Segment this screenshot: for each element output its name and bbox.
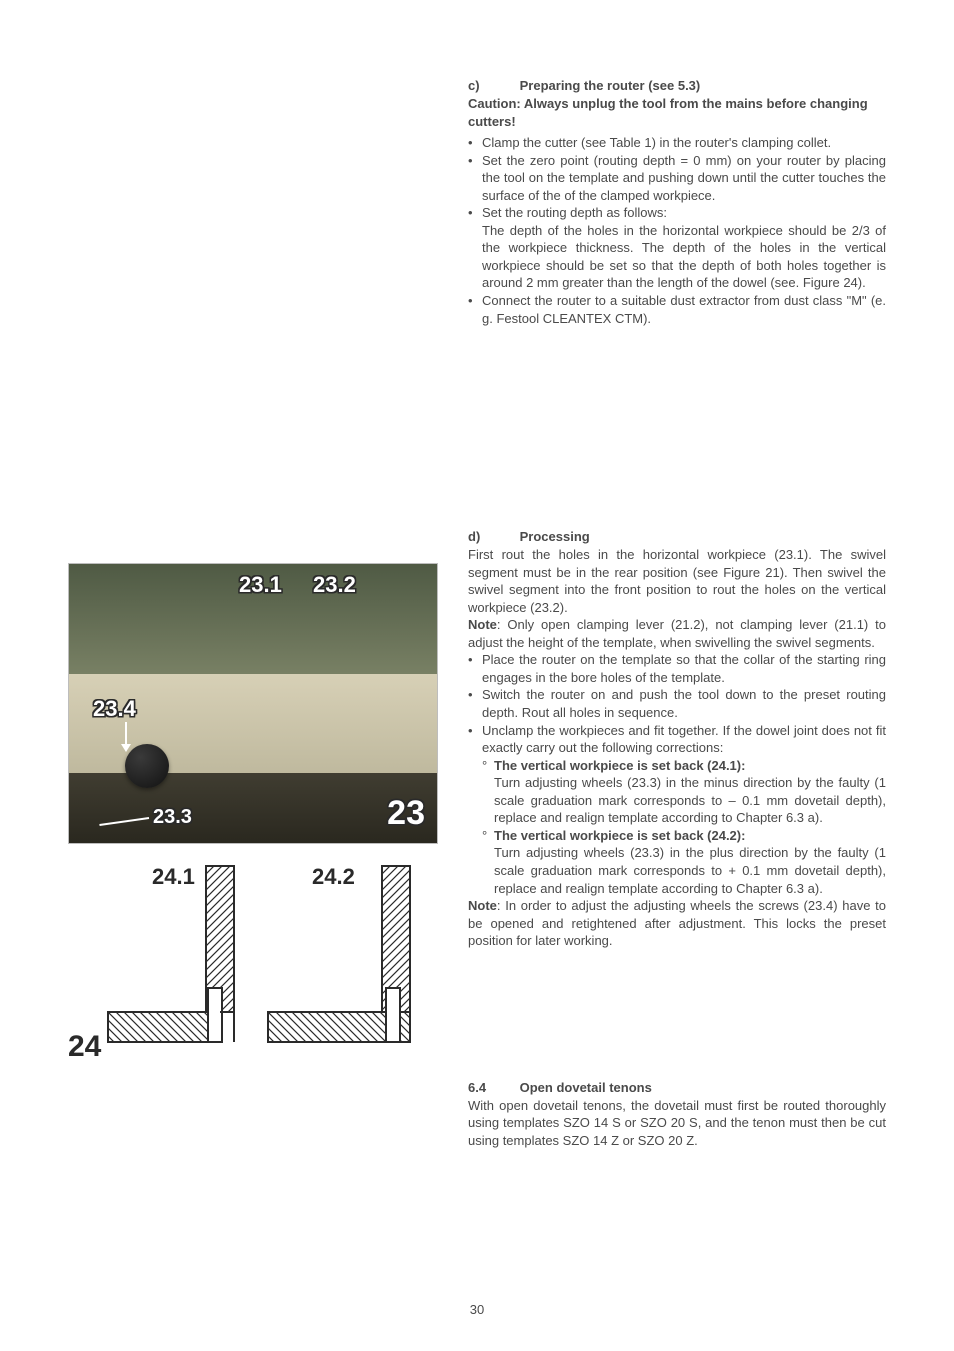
spacer-d-64 [468, 950, 886, 1080]
section-d-note-2: Note: In order to adjust the adjusting w… [468, 897, 886, 950]
figure-24-svg [68, 860, 438, 1068]
right-column: c) Preparing the router (see 5.3) Cautio… [468, 78, 886, 1149]
section-64-heading: 6.4 Open dovetail tenons [468, 1080, 886, 1095]
section-c-depth-note: The depth of the holes in the horizontal… [482, 222, 886, 292]
left-column: 23.1 23.2 23.4 23.3 23 [68, 78, 438, 1149]
section-c-bullets: Clamp the cutter (see Table 1) in the ro… [468, 134, 886, 327]
figure-24-panel-2 [268, 866, 410, 1042]
figure-23-label-main: 23 [387, 794, 425, 833]
section-d-bullet-2: Switch the router on and push the tool d… [468, 686, 886, 721]
figure-24-label-24-1: 24.1 [152, 864, 195, 890]
section-d-sub-a: The vertical workpiece is set back (24.1… [468, 757, 886, 775]
note-label-1: Note [468, 617, 497, 632]
section-c-caution: Caution: Always unplug the tool from the… [468, 95, 886, 130]
figure-24-panel-1 [108, 866, 234, 1042]
section-d-sub-b-body: Turn adjusting wheels (23.3) in the plus… [468, 844, 886, 897]
figure-23-arrow-234 [125, 722, 127, 750]
figure-23-bg-band [69, 773, 437, 843]
section-c-bullet-1: Clamp the cutter (see Table 1) in the ro… [468, 134, 886, 152]
figure-23-label-23-2: 23.2 [313, 572, 356, 598]
section-c-bullet-3-head: Set the routing depth as follows: [482, 205, 667, 220]
section-64-title: Open dovetail tenons [520, 1080, 652, 1095]
section-c-letter: c) [468, 78, 516, 93]
figure-24-diagram: 24.1 24.2 24 [68, 860, 438, 1068]
section-64-number: 6.4 [468, 1080, 516, 1095]
figure-23-label-23-1: 23.1 [239, 572, 282, 598]
figure-23-photo: 23.1 23.2 23.4 23.3 23 [68, 563, 438, 844]
section-64-body: With open dovetail tenons, the dovetail … [468, 1097, 886, 1150]
figure-23-knob [125, 744, 169, 788]
section-c-bullet-4: Connect the router to a suitable dust ex… [468, 292, 886, 327]
section-d-intro: First rout the holes in the horizontal w… [468, 546, 886, 616]
section-d-heading: d) Processing [468, 529, 886, 544]
note-body-1: : Only open clamping lever (21.2), not c… [468, 617, 886, 650]
figure-24-label-main: 24 [68, 1030, 101, 1064]
spacer-c-d [468, 327, 886, 529]
note-label-2: Note [468, 898, 497, 913]
section-d-sub-b: The vertical workpiece is set back (24.2… [468, 827, 886, 845]
figure-24-label-24-2: 24.2 [312, 864, 355, 890]
section-c-heading: c) Preparing the router (see 5.3) [468, 78, 886, 93]
section-d-bullet-3: Unclamp the workpieces and fit together.… [468, 722, 886, 757]
section-d-sub-a-body: Turn adjusting wheels (23.3) in the minu… [468, 774, 886, 827]
section-c-title: Preparing the router (see 5.3) [520, 78, 701, 93]
page-columns: 23.1 23.2 23.4 23.3 23 [68, 78, 886, 1149]
section-d-note-1: Note: Only open clamping lever (21.2), n… [468, 616, 886, 651]
section-c-bullet-2: Set the zero point (routing depth = 0 mm… [468, 152, 886, 205]
section-d-sub-b-head: The vertical workpiece is set back (24.2… [494, 828, 745, 843]
section-d-bullet-1: Place the router on the template so that… [468, 651, 886, 686]
note-body-2: : In order to adjust the adjusting wheel… [468, 898, 886, 948]
page-number: 30 [0, 1302, 954, 1317]
section-d-title: Processing [520, 529, 590, 544]
figure-23-label-23-3: 23.3 [153, 806, 192, 829]
section-d-sub-a-head: The vertical workpiece is set back (24.1… [494, 758, 745, 773]
section-d-bullets: Place the router on the template so that… [468, 651, 886, 756]
section-c-bullet-3: Set the routing depth as follows: The de… [468, 204, 886, 292]
figure-23-label-23-4: 23.4 [93, 696, 136, 722]
section-d-letter: d) [468, 529, 516, 544]
